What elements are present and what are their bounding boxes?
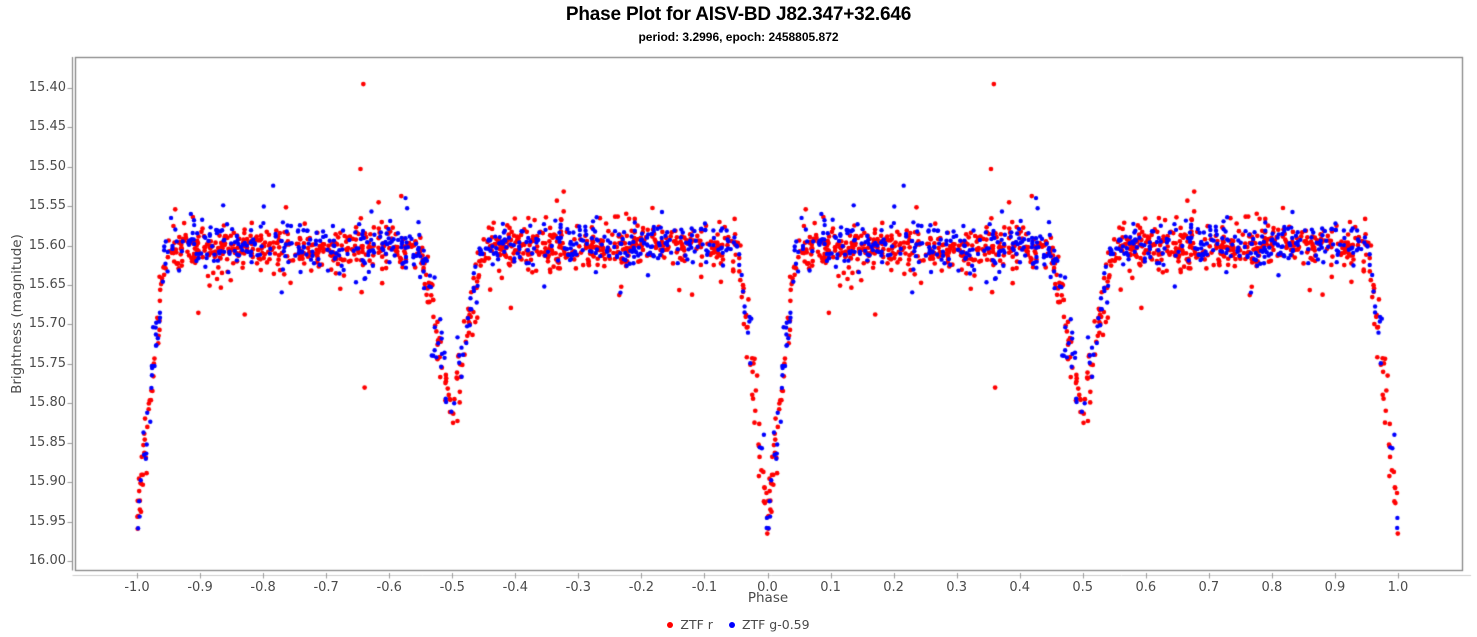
x-tick-label: -1.0 xyxy=(124,580,150,595)
x-tick-label: 0.4 xyxy=(1009,580,1031,595)
y-axis-title: Brightness (magnitude) xyxy=(9,234,25,394)
x-tick-label: -0.3 xyxy=(565,580,592,595)
legend-label-ztf-r: ZTF r xyxy=(680,617,713,632)
y-tick-label: 15.50 xyxy=(28,158,66,174)
x-tick-label: -0.5 xyxy=(439,580,465,595)
x-tick-label: 1.0 xyxy=(1387,580,1409,595)
x-tick-label: -0.1 xyxy=(691,580,718,595)
x-axis-title: Phase xyxy=(747,590,789,606)
x-tick-label: 0.6 xyxy=(1135,580,1157,595)
y-tick-label: 15.80 xyxy=(28,395,66,411)
x-tick-label: 0.3 xyxy=(946,580,967,595)
y-tick-label: 15.95 xyxy=(28,513,66,529)
y-tick-label: 15.45 xyxy=(28,119,66,135)
legend-marker-ztf-g-icon xyxy=(728,621,735,628)
y-tick-label: 15.90 xyxy=(28,474,66,490)
legend-item-ztf-r: ZTF r xyxy=(667,617,713,632)
y-tick-label: 16.00 xyxy=(28,552,66,568)
y-tick-label: 15.85 xyxy=(28,434,66,450)
legend-label-ztf-g: ZTF g-0.59 xyxy=(741,617,810,632)
x-tick-label: -0.7 xyxy=(313,580,339,595)
y-tick-label: 15.75 xyxy=(28,355,66,371)
x-tick-label: 0.8 xyxy=(1261,580,1283,595)
y-tick-label: 15.65 xyxy=(28,277,66,293)
x-tick-label: -0.8 xyxy=(250,580,276,595)
y-tick-label: 15.70 xyxy=(28,316,66,332)
x-tick-label: 0.0 xyxy=(757,580,778,595)
x-tick-label: 0.7 xyxy=(1198,580,1220,595)
x-tick-label: 0.1 xyxy=(820,580,841,595)
x-tick-label: 0.5 xyxy=(1072,580,1094,595)
x-tick-label: 0.9 xyxy=(1324,580,1346,595)
y-tick-label: 15.60 xyxy=(28,237,66,253)
legend: ZTF r ZTF g-0.59 xyxy=(0,617,1477,632)
legend-marker-ztf-r-icon xyxy=(667,621,674,628)
y-tick-label: 15.40 xyxy=(28,80,66,95)
x-tick-label: -0.4 xyxy=(502,580,528,595)
x-tick-label: -0.9 xyxy=(187,580,213,595)
x-tick-label: 0.2 xyxy=(883,580,904,595)
legend-item-ztf-g: ZTF g-0.59 xyxy=(728,617,810,632)
chart-subtitle: period: 3.2996, epoch: 2458805.872 xyxy=(638,30,839,44)
x-tick-label: -0.6 xyxy=(376,580,402,595)
chart-title: Phase Plot for AISV-BD J82.347+32.646 xyxy=(565,4,912,25)
y-tick-label: 15.55 xyxy=(28,198,66,214)
x-tick-label: -0.2 xyxy=(628,580,655,595)
